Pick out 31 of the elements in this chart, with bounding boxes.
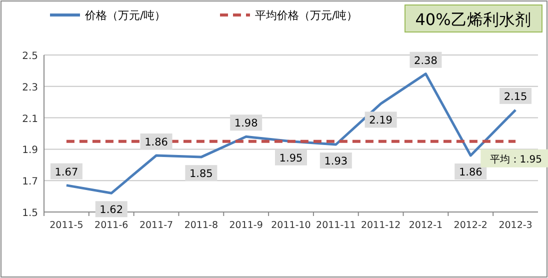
data-label: 2.15: [504, 90, 528, 103]
x-tick-label: 2011-11: [316, 220, 356, 231]
y-tick-label: 1.5: [22, 208, 38, 219]
y-tick-label: 2.1: [22, 114, 38, 125]
y-tick-label: 1.9: [22, 145, 38, 156]
annotation: 平均：1.95: [490, 153, 542, 166]
x-tick-label: 2012-1: [408, 220, 443, 231]
data-label: 1.86: [458, 166, 483, 178]
data-label: 1.62: [100, 204, 124, 216]
legend-label: 价格（万元/吨）: [84, 9, 166, 22]
x-tick-label: 2011-8: [184, 220, 218, 231]
y-tick-label: 2.5: [22, 51, 38, 62]
x-tick-label: 2012-3: [498, 220, 532, 231]
x-tick-label: 2011-5: [50, 220, 84, 231]
data-label: 1.85: [189, 168, 213, 180]
data-label: 1.93: [324, 155, 348, 168]
x-tick-label: 2012-2: [454, 220, 488, 231]
data-label: 1.98: [234, 118, 258, 130]
legend-label: 平均价格（万元/吨）: [255, 9, 358, 22]
x-tick-label: 2011-10: [271, 220, 311, 231]
data-label: 2.19: [369, 114, 393, 127]
data-label: 1.67: [54, 166, 78, 178]
x-tick-label: 2011-6: [94, 220, 128, 231]
x-tick-label: 2011-9: [229, 220, 263, 231]
y-tick-label: 2.3: [22, 82, 38, 94]
x-tick-label: 2011-7: [139, 220, 174, 231]
x-tick-label: 2011-12: [360, 220, 401, 231]
data-label: 1.95: [279, 152, 303, 164]
chart-title: 40%乙烯利水剂: [415, 10, 531, 29]
y-tick-label: 1.7: [22, 176, 38, 188]
data-label: 2.38: [414, 54, 438, 67]
